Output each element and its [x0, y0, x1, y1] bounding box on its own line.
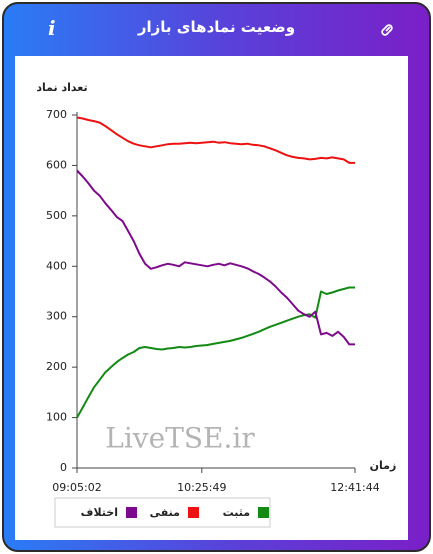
y-tick-label: 200 [46, 360, 67, 373]
link-icon[interactable] [379, 22, 395, 38]
y-tick-label: 300 [46, 310, 67, 323]
x-axis-label: زمان [370, 459, 397, 472]
legend-label: مثبت [223, 506, 250, 519]
y-tick-label: 600 [46, 158, 67, 171]
x-tick-label: 09:05:02 [52, 481, 101, 494]
series-line [76, 169, 355, 346]
header-title: وضعیت نمادهای بازار [137, 18, 296, 36]
legend-box [54, 497, 271, 528]
legend-swatch [126, 507, 137, 518]
x-tick-label: 10:25:49 [177, 481, 226, 494]
series-line [76, 286, 355, 419]
y-tick-label: 100 [46, 411, 67, 424]
watermark: LiveTSE.ir [105, 422, 255, 455]
y-tick-label: 400 [46, 259, 67, 272]
y-axis-label: تعداد نماد [36, 81, 87, 94]
legend-swatch [258, 507, 269, 518]
info-icon[interactable]: i [48, 16, 56, 40]
series-line [76, 116, 355, 164]
chart-panel [15, 56, 408, 540]
x-tick-label: 12:41:44 [330, 481, 379, 494]
y-tick-label: 0 [60, 461, 67, 474]
legend-label: منفی [150, 506, 180, 519]
legend-swatch [188, 507, 199, 518]
y-tick-label: 700 [46, 108, 67, 121]
y-tick-label: 500 [46, 209, 67, 222]
legend-label: اختلاف [81, 506, 118, 519]
